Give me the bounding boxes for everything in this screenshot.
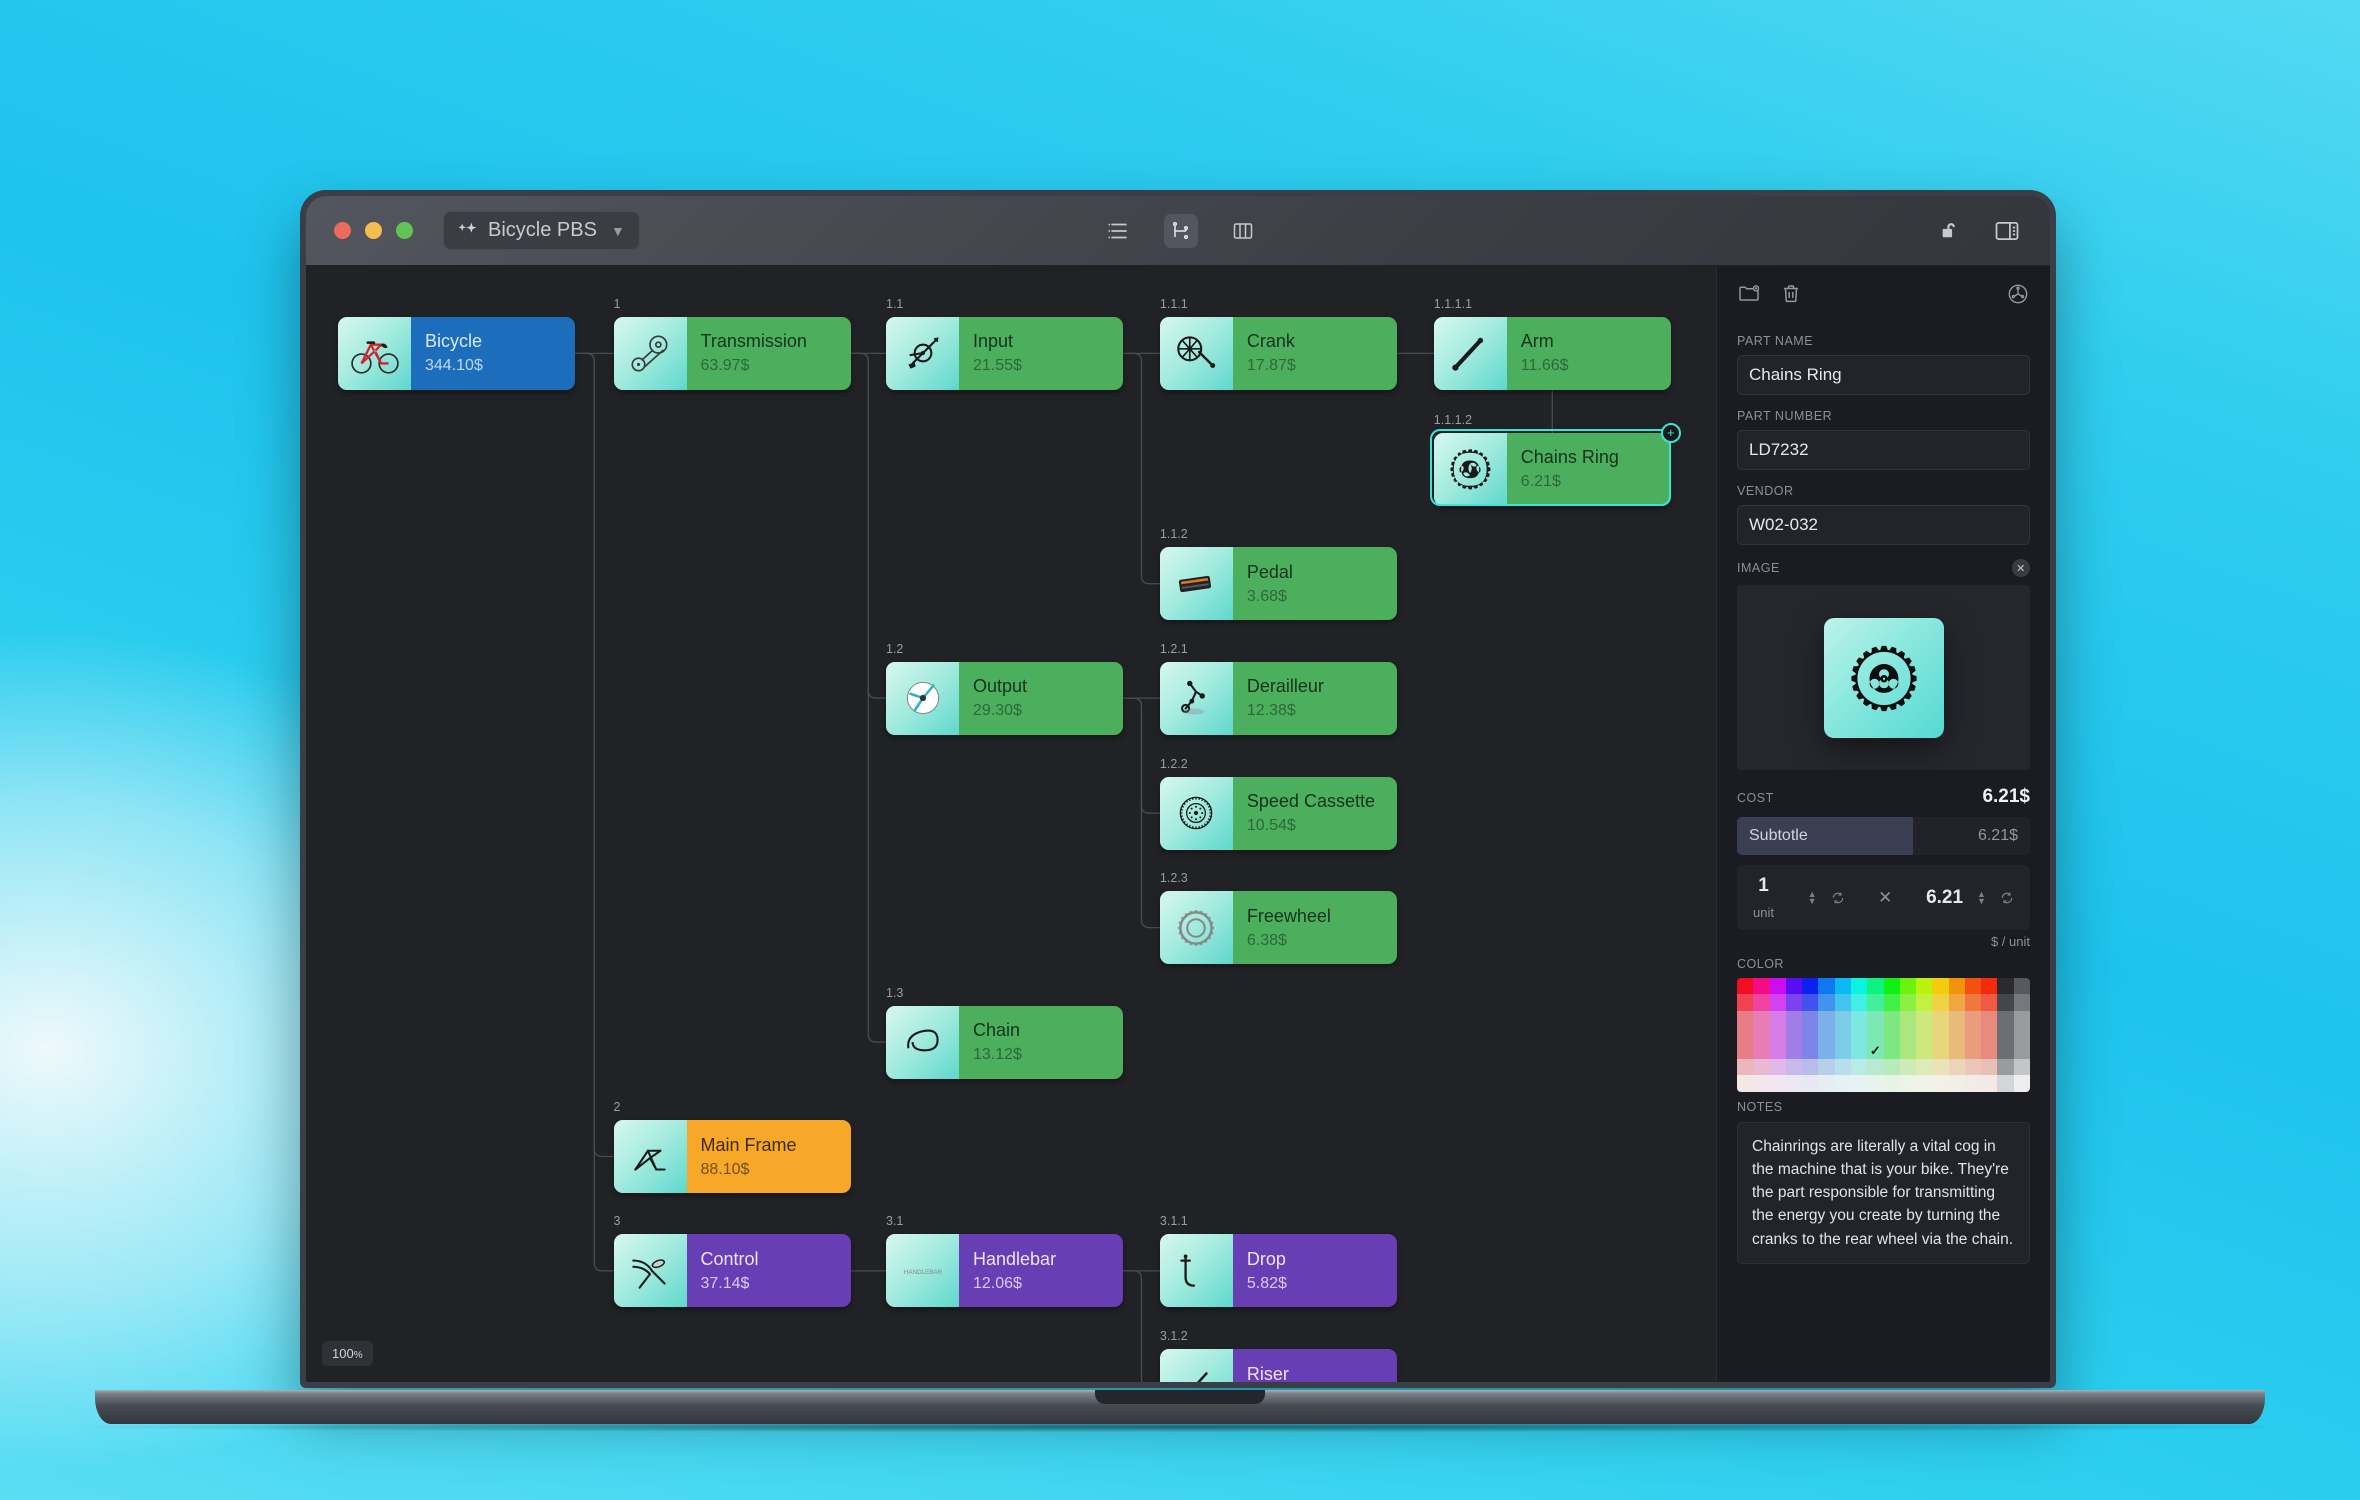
svg-text:HANDLEBAR: HANDLEBAR xyxy=(903,1269,942,1276)
